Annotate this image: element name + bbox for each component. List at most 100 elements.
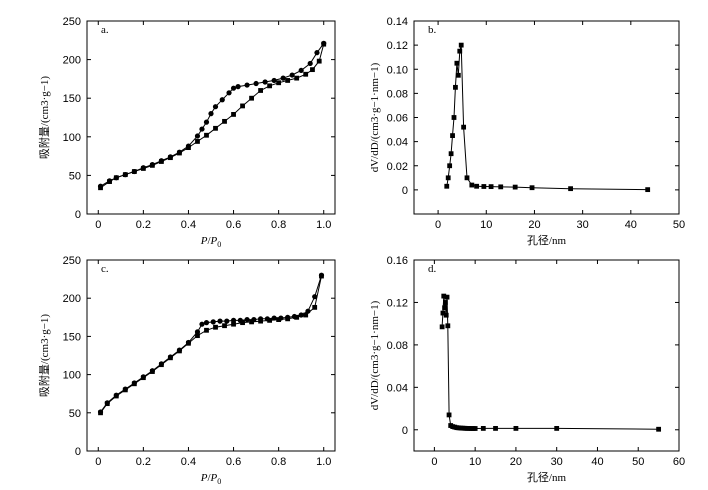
data-point bbox=[289, 72, 295, 78]
x-tick-label: 0 bbox=[435, 219, 441, 231]
x-tick-label: 10 bbox=[480, 219, 492, 231]
y-axis-label: dV/dD/(cm3·g−1·nm−1) bbox=[369, 62, 381, 172]
data-point bbox=[278, 315, 284, 321]
panel-label: b. bbox=[428, 24, 437, 36]
data-point bbox=[291, 313, 298, 320]
data-point bbox=[264, 316, 270, 322]
y-tick-label: 0.08 bbox=[387, 88, 408, 100]
panel-label: d. bbox=[428, 263, 437, 275]
data-point bbox=[276, 80, 282, 86]
series-pore-size-distribution bbox=[444, 42, 651, 193]
data-point bbox=[140, 165, 146, 171]
data-point bbox=[185, 339, 192, 346]
data-point bbox=[113, 392, 119, 398]
y-tick-label: 150 bbox=[63, 331, 81, 343]
x-tick-label: 0.4 bbox=[181, 219, 196, 231]
data-point bbox=[213, 324, 218, 330]
x-axis-label: P/P0 bbox=[200, 472, 222, 486]
data-point bbox=[219, 97, 225, 103]
chart-panel-c: 0 0.2 0.4 0.6 0.8 1.0 0 50 100 150 200 250 c. P/P0 吸附量… bbox=[37, 255, 336, 486]
y-tick-label: 200 bbox=[63, 293, 81, 305]
y-tick-label: 0 bbox=[402, 185, 408, 197]
data-point bbox=[224, 318, 230, 324]
data-point bbox=[481, 184, 487, 189]
data-point bbox=[443, 312, 449, 318]
y-tick-label: 0.10 bbox=[387, 64, 408, 76]
data-point bbox=[140, 374, 146, 380]
data-point bbox=[464, 175, 470, 181]
data-point bbox=[194, 133, 201, 139]
data-point bbox=[513, 425, 519, 431]
data-point bbox=[444, 294, 450, 300]
y-tick-label: 0.16 bbox=[387, 255, 408, 267]
data-point bbox=[231, 321, 236, 327]
data-point bbox=[237, 317, 243, 323]
x-axis-label: 孔径/nm bbox=[527, 471, 567, 484]
data-point bbox=[230, 317, 237, 323]
data-point bbox=[158, 158, 164, 164]
data-point bbox=[441, 293, 447, 299]
series-line bbox=[100, 275, 322, 413]
x-tick-label: 40 bbox=[625, 219, 637, 231]
data-point bbox=[249, 319, 254, 325]
data-point bbox=[122, 172, 128, 178]
data-point bbox=[451, 115, 457, 120]
data-point bbox=[488, 184, 494, 190]
series-line bbox=[100, 44, 325, 189]
x-tick-label: 0.6 bbox=[226, 456, 241, 468]
data-point bbox=[461, 124, 467, 130]
data-point bbox=[149, 161, 155, 168]
data-point bbox=[493, 425, 498, 431]
data-point bbox=[195, 139, 200, 144]
data-point bbox=[204, 327, 209, 333]
data-point bbox=[167, 154, 174, 160]
y-tick-label: 0.08 bbox=[387, 340, 408, 352]
x-tick-label: 40 bbox=[591, 456, 603, 468]
data-point bbox=[185, 143, 192, 149]
data-point bbox=[512, 184, 518, 190]
data-point bbox=[280, 75, 286, 81]
data-point bbox=[203, 119, 210, 125]
data-point bbox=[244, 316, 250, 323]
data-point bbox=[469, 182, 475, 188]
data-point bbox=[195, 333, 200, 339]
data-point bbox=[318, 272, 325, 278]
data-point bbox=[213, 125, 218, 131]
x-tick-label: 0.8 bbox=[271, 219, 286, 231]
y-tick-label: 0.12 bbox=[387, 40, 408, 52]
y-tick-label: 0.06 bbox=[387, 113, 408, 125]
x-tick-label: 20 bbox=[510, 456, 522, 468]
chart-panel-b: 0 10 20 30 40 50 0 0.02 0.04 0.06 0.08 0.10 0.12 0.14… bbox=[369, 16, 685, 247]
data-point bbox=[244, 82, 250, 88]
chart-panel-d: 0 10 20 30 40 50 60 0 0.04 0.08 0.12 0.16 d. 孔径/nm dV/… bbox=[369, 255, 685, 484]
data-point bbox=[222, 323, 227, 329]
data-point bbox=[446, 412, 452, 418]
data-point bbox=[445, 175, 451, 181]
data-point bbox=[568, 186, 573, 192]
y-tick-label: 0.02 bbox=[387, 161, 408, 173]
data-point bbox=[249, 95, 254, 101]
x-tick-label: 0.2 bbox=[136, 456, 151, 468]
x-tick-label: 0.8 bbox=[271, 456, 286, 468]
y-tick-label: 200 bbox=[63, 55, 81, 67]
x-tick-label: 0 bbox=[95, 219, 101, 231]
data-point bbox=[210, 319, 216, 325]
series-line bbox=[446, 44, 648, 191]
data-point bbox=[455, 72, 461, 78]
data-point bbox=[176, 149, 183, 155]
data-point bbox=[208, 111, 214, 117]
y-tick-label: 0.12 bbox=[387, 297, 408, 309]
data-point bbox=[529, 185, 535, 191]
data-point bbox=[305, 308, 311, 314]
y-tick-label: 50 bbox=[69, 408, 81, 420]
plot-frame bbox=[413, 259, 680, 452]
y-tick-label: 0.04 bbox=[387, 382, 408, 394]
data-point bbox=[230, 85, 237, 91]
x-tick-label: 50 bbox=[673, 219, 685, 231]
data-point bbox=[258, 316, 264, 322]
y-tick-label: 0.04 bbox=[387, 137, 408, 149]
x-tick-label: 20 bbox=[528, 219, 540, 231]
data-point bbox=[439, 324, 445, 330]
series-desorption bbox=[97, 40, 327, 189]
